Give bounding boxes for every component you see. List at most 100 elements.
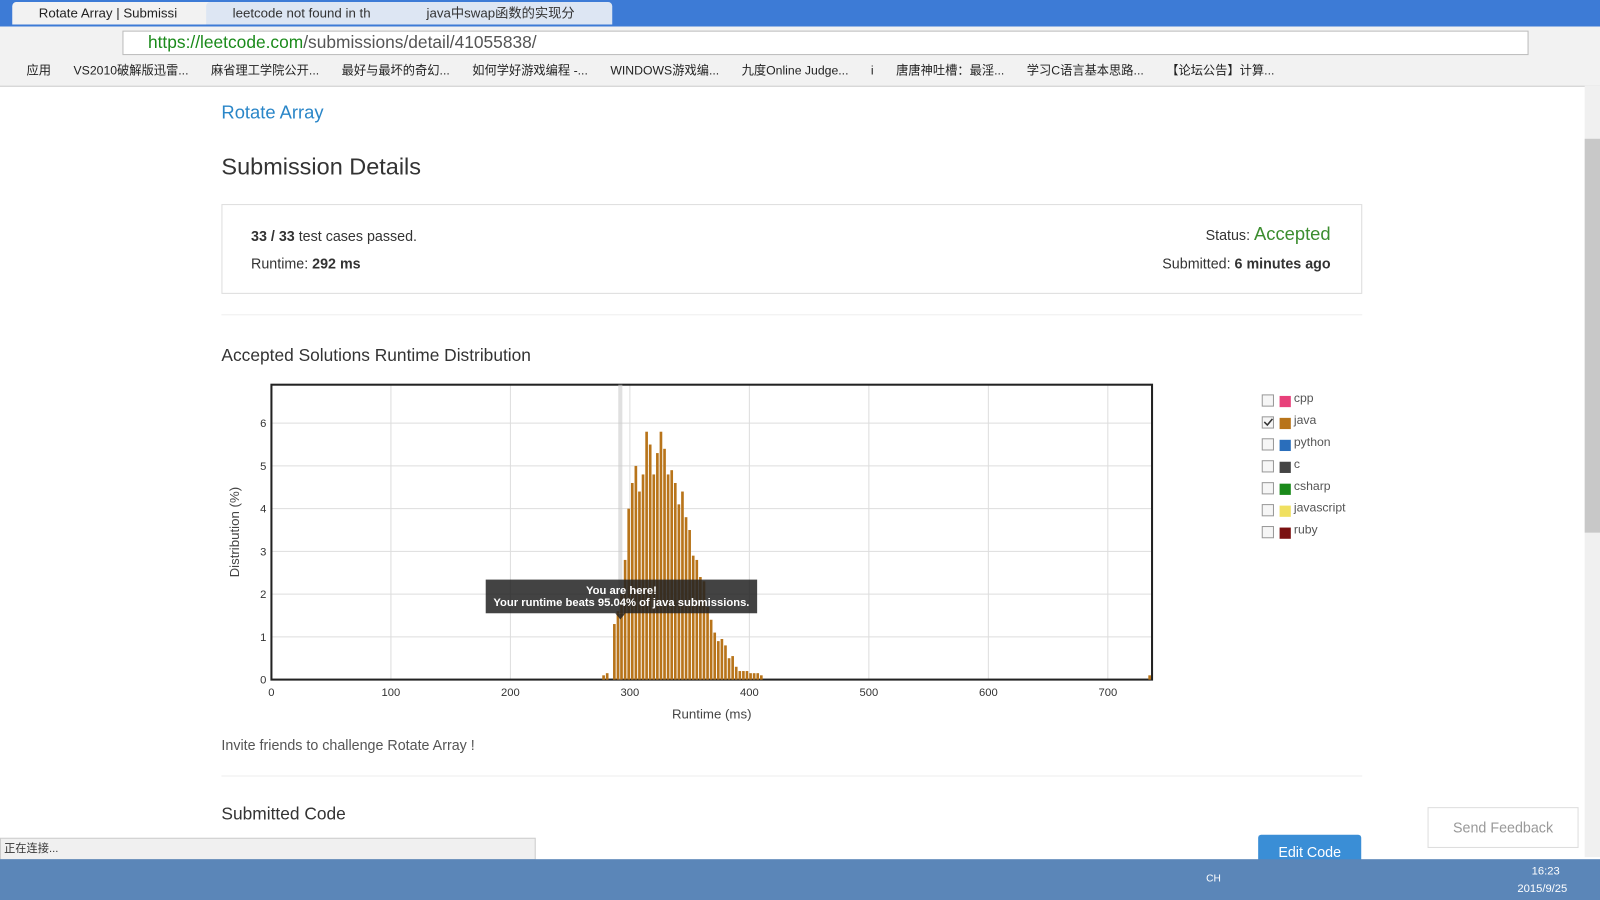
bookmark[interactable]: i bbox=[870, 63, 874, 78]
scroll-thumb[interactable] bbox=[1584, 138, 1600, 533]
bar bbox=[634, 465, 638, 680]
cases-text: test cases passed. bbox=[298, 227, 418, 244]
tab[interactable]: leetcode not found in th bbox=[206, 2, 419, 25]
clock-time[interactable]: 16:23 bbox=[1531, 865, 1560, 878]
code-heading: Submitted Code bbox=[221, 804, 346, 824]
x-axis-label: Runtime (ms) bbox=[672, 706, 752, 721]
legend-checkbox[interactable] bbox=[1261, 460, 1274, 473]
bar bbox=[720, 638, 724, 680]
problem-link[interactable]: Rotate Array bbox=[221, 102, 324, 123]
bar bbox=[706, 606, 709, 680]
bookmark[interactable]: 【论坛公告】计算... bbox=[1166, 63, 1275, 78]
bar bbox=[659, 431, 663, 680]
x-tick-label: 0 bbox=[268, 687, 274, 699]
address-bar[interactable]: https://leetcode.com/submissions/detail/… bbox=[122, 30, 1529, 56]
cases: 33 / 33 test cases passed. bbox=[251, 228, 417, 244]
legend-checkbox[interactable] bbox=[1261, 482, 1274, 495]
bookmark[interactable]: 九度Online Judge... bbox=[741, 63, 849, 78]
bookmark[interactable]: 学习C语言基本思路... bbox=[1026, 63, 1144, 78]
bar bbox=[742, 671, 745, 680]
tooltip-pointer bbox=[615, 613, 626, 620]
legend-checkbox[interactable] bbox=[1261, 526, 1274, 539]
submitted-value: 6 minutes ago bbox=[1234, 255, 1331, 272]
legend-checkbox[interactable] bbox=[1261, 438, 1274, 451]
bar bbox=[605, 673, 609, 680]
bookmark[interactable]: 最好与最坏的奇幻... bbox=[341, 63, 450, 78]
legend-label: ruby bbox=[1294, 523, 1319, 537]
bar bbox=[759, 675, 763, 680]
bar bbox=[645, 431, 648, 680]
divider bbox=[221, 314, 1363, 316]
bar bbox=[670, 470, 674, 680]
bar bbox=[602, 675, 605, 680]
legend-checkbox[interactable] bbox=[1261, 394, 1274, 407]
highlight bbox=[618, 384, 623, 680]
bar bbox=[616, 611, 620, 680]
legend-swatch bbox=[1279, 439, 1291, 452]
bar bbox=[666, 474, 670, 680]
legend-label: java bbox=[1293, 413, 1317, 427]
bar bbox=[749, 673, 752, 680]
bookmark[interactable]: 应用 bbox=[26, 63, 52, 78]
bookmark[interactable]: VS2010破解版迅雷... bbox=[73, 63, 189, 78]
tab[interactable]: Rotate Array | Submissi bbox=[12, 2, 225, 25]
clock-date[interactable]: 2015/9/25 bbox=[1517, 882, 1568, 895]
url-host: https://leetcode.com bbox=[147, 32, 304, 53]
legend-checkbox[interactable] bbox=[1261, 504, 1274, 517]
submitted: Submitted: 6 minutes ago bbox=[1162, 255, 1330, 271]
y-axis-label: Distribution (%) bbox=[227, 487, 242, 578]
bar bbox=[756, 673, 760, 680]
bookmarks: 应用 VS2010破解版迅雷... 麻省理工学院公开... 最好与最坏的奇幻... 如何… bbox=[27, 61, 1297, 79]
bar bbox=[699, 577, 702, 680]
y-tick-label: 6 bbox=[260, 418, 266, 430]
y-tick-label: 3 bbox=[260, 546, 266, 558]
submitted-label: Submitted: bbox=[1162, 255, 1231, 272]
invite: Invite friends to challenge Rotate Array… bbox=[221, 736, 475, 754]
y-tick-label: 0 bbox=[260, 675, 266, 687]
bar bbox=[713, 632, 717, 680]
bar bbox=[648, 444, 652, 680]
x-tick-label: 400 bbox=[740, 687, 759, 699]
bar bbox=[652, 474, 656, 680]
runtime-value: 292 ms bbox=[312, 255, 361, 272]
legend-label: cpp bbox=[1294, 391, 1314, 405]
legend-label: csharp bbox=[1294, 479, 1331, 493]
bar bbox=[691, 555, 695, 680]
bookmark[interactable]: WINDOWS游戏编... bbox=[610, 63, 720, 78]
legend-label: python bbox=[1294, 435, 1331, 449]
bookmark[interactable]: 麻省理工学院公开... bbox=[210, 63, 320, 78]
bar bbox=[745, 671, 749, 680]
legend-swatch bbox=[1279, 395, 1291, 408]
x-tick-label: 300 bbox=[621, 687, 640, 699]
legend-check bbox=[1263, 418, 1274, 427]
legend-swatch bbox=[1279, 527, 1291, 539]
legend-swatch bbox=[1279, 461, 1291, 473]
lang[interactable]: CH bbox=[1206, 873, 1221, 885]
bookmark[interactable]: 唐唐神吐槽：最淫... bbox=[896, 63, 1005, 78]
y-tick-label: 5 bbox=[260, 461, 266, 473]
legend-label: javascript bbox=[1293, 501, 1346, 515]
bar bbox=[620, 594, 623, 680]
chart-title: Accepted Solutions Runtime Distribution bbox=[221, 345, 531, 366]
scrollbar[interactable] bbox=[1584, 85, 1600, 858]
bar bbox=[738, 671, 742, 680]
legend-label: c bbox=[1294, 457, 1300, 471]
bar bbox=[663, 448, 666, 680]
tab[interactable]: java中swap函数的实现分 bbox=[400, 2, 613, 25]
runtime-label: Runtime: bbox=[251, 255, 309, 272]
url-path: /submissions/detail/41055838/ bbox=[303, 32, 537, 53]
legend-checkbox[interactable] bbox=[1261, 416, 1274, 429]
bar bbox=[702, 581, 706, 680]
legend-swatch bbox=[1279, 483, 1291, 495]
x-tick-label: 100 bbox=[382, 687, 401, 699]
status-value: Accepted bbox=[1254, 223, 1331, 244]
bar bbox=[613, 624, 616, 680]
bar bbox=[695, 559, 699, 680]
feedback-button[interactable]: Send Feedback bbox=[1427, 807, 1579, 848]
x-tick-label: 700 bbox=[1098, 687, 1117, 699]
bar bbox=[1148, 675, 1151, 680]
tooltip bbox=[485, 579, 758, 614]
bookmark[interactable]: 如何学好游戏编程 -... bbox=[472, 63, 588, 78]
